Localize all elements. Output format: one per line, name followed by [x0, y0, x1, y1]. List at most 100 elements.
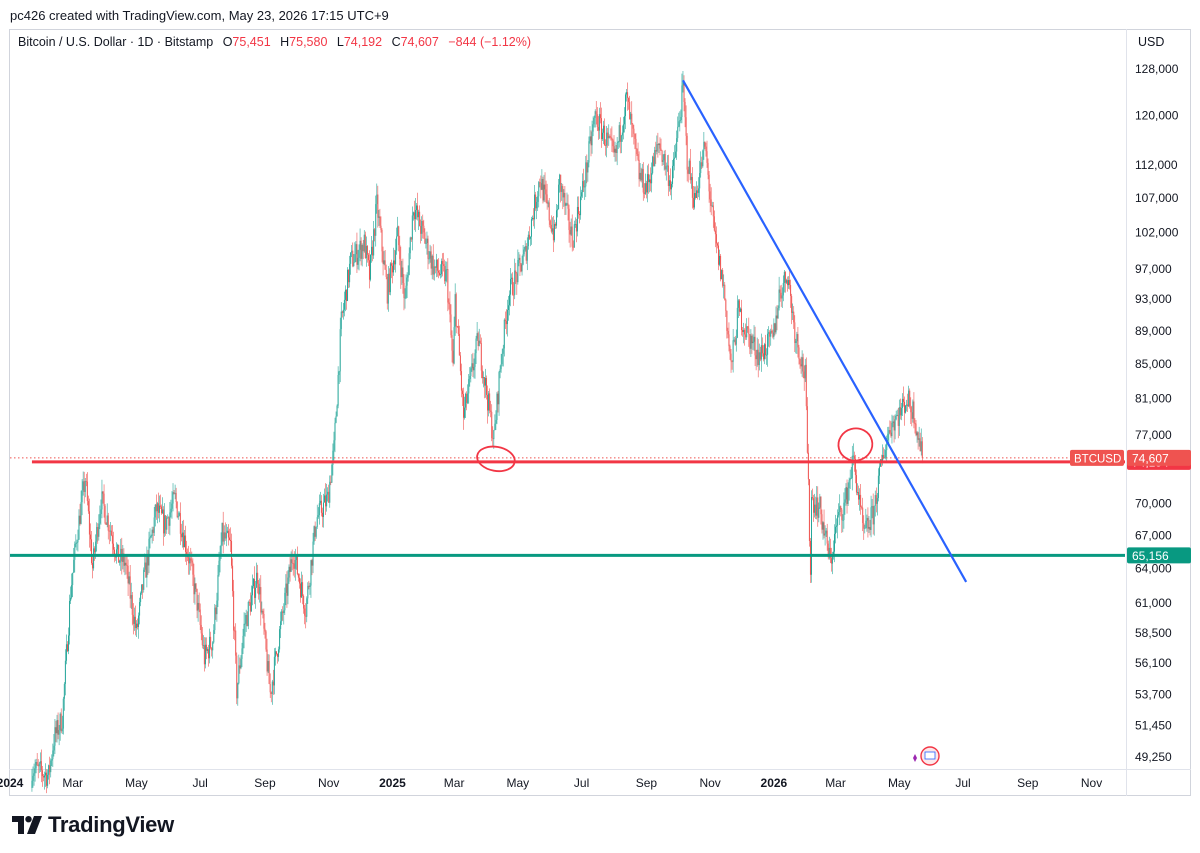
- candle-body: [731, 361, 733, 363]
- candle-body: [448, 302, 450, 305]
- candle-body: [630, 113, 632, 120]
- support-price-label: 65,156: [1132, 549, 1169, 563]
- candle-body: [658, 143, 660, 146]
- candle-body: [530, 219, 532, 237]
- candle-body: [407, 274, 409, 278]
- candle-body: [421, 221, 423, 234]
- last-price-label: 74,607: [1132, 451, 1169, 465]
- candle-body: [112, 543, 114, 550]
- candle-body: [214, 607, 216, 631]
- candle-body: [174, 492, 176, 494]
- candle-body: [258, 583, 260, 595]
- candle-body: [113, 549, 115, 555]
- candle-body: [617, 141, 619, 143]
- candle-body: [313, 526, 315, 542]
- candle-body: [781, 295, 783, 299]
- candle-body: [73, 559, 75, 573]
- annotation-circle[interactable]: [475, 444, 517, 474]
- candle-body: [238, 665, 240, 684]
- candle-body: [89, 534, 91, 540]
- candle-body: [771, 330, 773, 333]
- candle-body: [529, 236, 531, 239]
- candle-body: [589, 136, 591, 142]
- candle-body: [429, 251, 431, 259]
- candle-body: [76, 542, 78, 544]
- candle-body: [471, 363, 473, 369]
- candle-body: [63, 683, 65, 699]
- candle-body: [96, 527, 98, 542]
- candle-body: [655, 150, 657, 152]
- candle-body: [145, 562, 147, 578]
- candle-body: [398, 226, 400, 246]
- candle-body: [714, 230, 716, 235]
- candle-body: [403, 282, 405, 298]
- candle-body: [405, 285, 407, 298]
- candle-body: [839, 506, 841, 513]
- candle-body: [475, 338, 477, 354]
- candle-body: [229, 539, 231, 541]
- candle-body: [670, 183, 672, 190]
- candle-body: [426, 238, 428, 244]
- candle-body: [633, 128, 635, 134]
- candle-body: [788, 280, 790, 286]
- candle-body: [377, 194, 379, 218]
- candle-body: [154, 504, 156, 518]
- candle-body: [40, 761, 42, 771]
- candle-body: [383, 260, 385, 264]
- tradingview-logo[interactable]: TradingView: [12, 812, 174, 838]
- candle-body: [692, 197, 694, 208]
- candle-body: [396, 236, 398, 251]
- candle-body: [215, 607, 217, 615]
- candle-body: [326, 494, 328, 507]
- candle-body: [329, 481, 331, 503]
- x-tick-label: Nov: [699, 776, 720, 790]
- candle-body: [456, 326, 458, 327]
- candle-body: [291, 559, 293, 564]
- candle-body: [33, 773, 35, 776]
- annotation-circle[interactable]: [835, 425, 876, 465]
- candle-body: [506, 309, 508, 325]
- candle-body: [893, 421, 895, 431]
- candle-body: [775, 315, 777, 333]
- candle-body: [254, 578, 256, 598]
- candle-body: [337, 374, 339, 406]
- candle-body: [715, 234, 717, 244]
- candle-body: [349, 263, 351, 283]
- candle-body: [651, 173, 653, 184]
- symbol-name[interactable]: Bitcoin / U.S. Dollar · 1D · Bitstamp: [18, 35, 214, 49]
- high-value: 75,580: [289, 35, 328, 49]
- candle-body: [357, 257, 359, 265]
- candle-body: [387, 273, 389, 304]
- y-tick-label: 97,000: [1135, 262, 1172, 276]
- candle-body: [165, 515, 167, 530]
- candle-body: [515, 270, 517, 274]
- candle-body: [233, 591, 235, 631]
- currency-label[interactable]: USD: [1138, 35, 1165, 49]
- candle-body: [729, 346, 731, 354]
- candle-body: [251, 586, 253, 596]
- candle-body: [179, 513, 181, 534]
- candle-body: [513, 294, 515, 296]
- candle-body: [902, 398, 904, 402]
- candle-body: [281, 611, 283, 622]
- candle-body: [668, 180, 670, 186]
- candle-body: [582, 181, 584, 193]
- price-axis-separator: [1126, 29, 1127, 796]
- candle-body: [629, 101, 631, 120]
- candle-body: [878, 466, 880, 476]
- candle-body: [493, 430, 495, 440]
- downtrend-line[interactable]: [682, 79, 968, 583]
- candle-body: [212, 642, 214, 651]
- candle-body: [185, 535, 187, 552]
- candle-body: [560, 174, 562, 192]
- candle-body: [305, 615, 307, 617]
- candle-body: [619, 125, 621, 142]
- candle-body: [757, 349, 759, 366]
- candle-body: [591, 131, 593, 146]
- candle-body: [812, 497, 814, 499]
- candle-body: [422, 221, 424, 226]
- candle-body: [522, 254, 524, 265]
- candle-body: [546, 194, 548, 204]
- candle-body: [740, 308, 742, 331]
